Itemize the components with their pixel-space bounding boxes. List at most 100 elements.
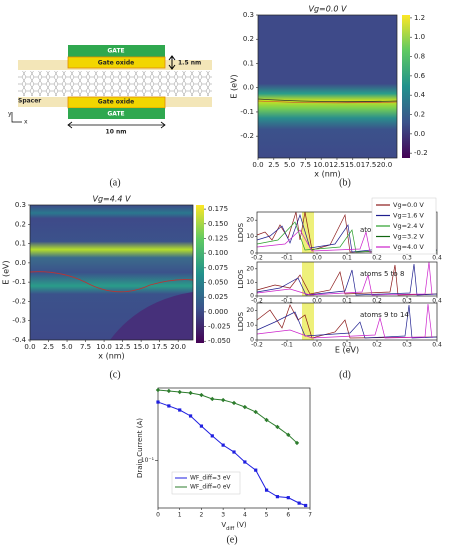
y-tick-label: 20 (246, 265, 254, 272)
x-tick-label: 0.2 (372, 342, 382, 349)
x-tick-label: 0.3 (402, 298, 412, 305)
x-tick-label: 10.0 (96, 343, 112, 351)
legend-label: WF_diff=0 eV (190, 484, 231, 491)
x-tick-label: 4 (243, 512, 247, 519)
colorbar-tick-label: 0.075 (208, 264, 228, 272)
y-tick-label: 0.3 (243, 11, 254, 19)
y-tick-label: 0.0 (243, 84, 254, 92)
oxide-top (67, 56, 166, 69)
legend-label: Vg=3.2 V (393, 233, 424, 241)
x-tick-label: 6 (286, 512, 290, 519)
y-tick-label: -0.2 (12, 297, 26, 305)
marker (166, 388, 172, 394)
x-tick-label: 15.0 (345, 161, 361, 169)
x-tick-label: 20.0 (377, 161, 393, 169)
x-axis-label: Vdiff (V) (221, 521, 247, 532)
colorbar-tick-label: 0.050 (208, 279, 228, 287)
marker (304, 503, 308, 508)
x-tick-label: 7.5 (300, 161, 311, 169)
x-tick-label: 5.0 (61, 343, 72, 351)
x-axis-label-part: (V) (234, 521, 247, 529)
colorbar-tick-label: -0.050 (208, 337, 231, 345)
legend-label: Vg=1.6 V (393, 212, 424, 220)
band-curve (257, 100, 398, 104)
colorbar-tick-label: 0.125 (208, 234, 228, 242)
label: GATE (107, 111, 124, 118)
marker (275, 495, 280, 499)
plot-frame (157, 387, 311, 509)
label: Spacer (18, 98, 41, 105)
legend: Vg=0.0 V Vg=1.6 V Vg=2.4 V Vg=3.2 V Vg=4.0 V (371, 197, 437, 255)
thickness-arrow (168, 55, 176, 70)
y-axis-label: LDOS (237, 311, 245, 331)
legend-label: WF_diff=3 eV (190, 475, 231, 482)
plot-frame (29, 204, 194, 341)
y-tick-label: 20 (246, 217, 254, 224)
x-tick-label: 2.5 (268, 161, 279, 169)
colorbar-tick-label: 0.8 (414, 53, 425, 61)
marker (210, 434, 214, 438)
heatmap-region (110, 292, 193, 340)
y-tick-label: 10 (246, 322, 254, 329)
marker (199, 392, 204, 398)
marker (253, 409, 258, 415)
x-tick-label: 0.0 (24, 343, 35, 351)
x-tick-label: 0.2 (372, 298, 382, 305)
x-tick-label: -0.1 (281, 255, 293, 262)
x-tick-label: 0.3 (402, 255, 412, 262)
y-axis-label: LDOS (237, 222, 245, 242)
x-tick-label: 17.5 (152, 343, 168, 351)
colorbar (196, 205, 204, 343)
marker (286, 496, 290, 500)
marker (221, 443, 225, 447)
marker (242, 404, 248, 410)
label: GATE (107, 48, 124, 55)
marker (294, 440, 300, 446)
panel-label: (e) (226, 534, 237, 545)
y-tick-label: 0.1 (15, 240, 26, 248)
x-axis-label-part: diff (226, 526, 235, 532)
marker (264, 488, 269, 492)
marker (210, 396, 215, 402)
marker (297, 501, 301, 505)
y-axis-label: E (eV) (2, 260, 11, 284)
x-tick-label: 7.5 (80, 343, 91, 351)
length-arrow (67, 121, 166, 129)
x-tick-label: 0.4 (432, 298, 442, 305)
colorbar-tick-label: 0.100 (208, 249, 228, 257)
colorbar-tick-label: 0.2 (414, 111, 425, 119)
y-tick-label: 0.2 (15, 220, 26, 228)
x-tick-label: 3 (221, 512, 225, 519)
panel-title: Vg=0.0 V (309, 5, 348, 14)
x-tick-label: 0.0 (312, 298, 322, 305)
colorbar-tick-label: 0.4 (414, 91, 426, 99)
marker (254, 468, 258, 472)
x-tick-label: 0.0 (312, 255, 322, 262)
x-tick-label: 10.0 (313, 161, 329, 169)
ldos-traces (256, 211, 438, 340)
y-tick-label: 0 (250, 337, 254, 344)
y-tick-label: -0.4 (12, 336, 26, 344)
legend-label: Vg=4.0 V (393, 243, 424, 251)
marker (199, 424, 204, 428)
y-axis-label: LDOS (237, 269, 245, 289)
marker (264, 417, 269, 423)
y-tick-label: 0 (250, 250, 254, 257)
colorbar-tick-label: 0.000 (208, 308, 228, 316)
y-tick-label: 0.0 (15, 259, 26, 267)
y-tick-label: -0.2 (240, 132, 254, 140)
marker (231, 400, 237, 406)
label: Gate oxide (98, 99, 134, 106)
panel-title: Vg=4.4 V (93, 195, 132, 204)
label: 10 nm (106, 129, 127, 136)
x-tick-label: 1 (178, 512, 182, 519)
colorbar-tick-label: 0.175 (208, 205, 228, 213)
marker (275, 424, 280, 430)
y-tick-label: 10 (246, 279, 254, 286)
legend-label: Vg=0.0 V (393, 201, 424, 209)
panel-label: (c) (109, 369, 120, 380)
x-tick-label: 0 (156, 512, 160, 519)
colorbar-tick-label: 0.6 (414, 72, 426, 80)
y-tick-label: 0.1 (243, 59, 254, 67)
